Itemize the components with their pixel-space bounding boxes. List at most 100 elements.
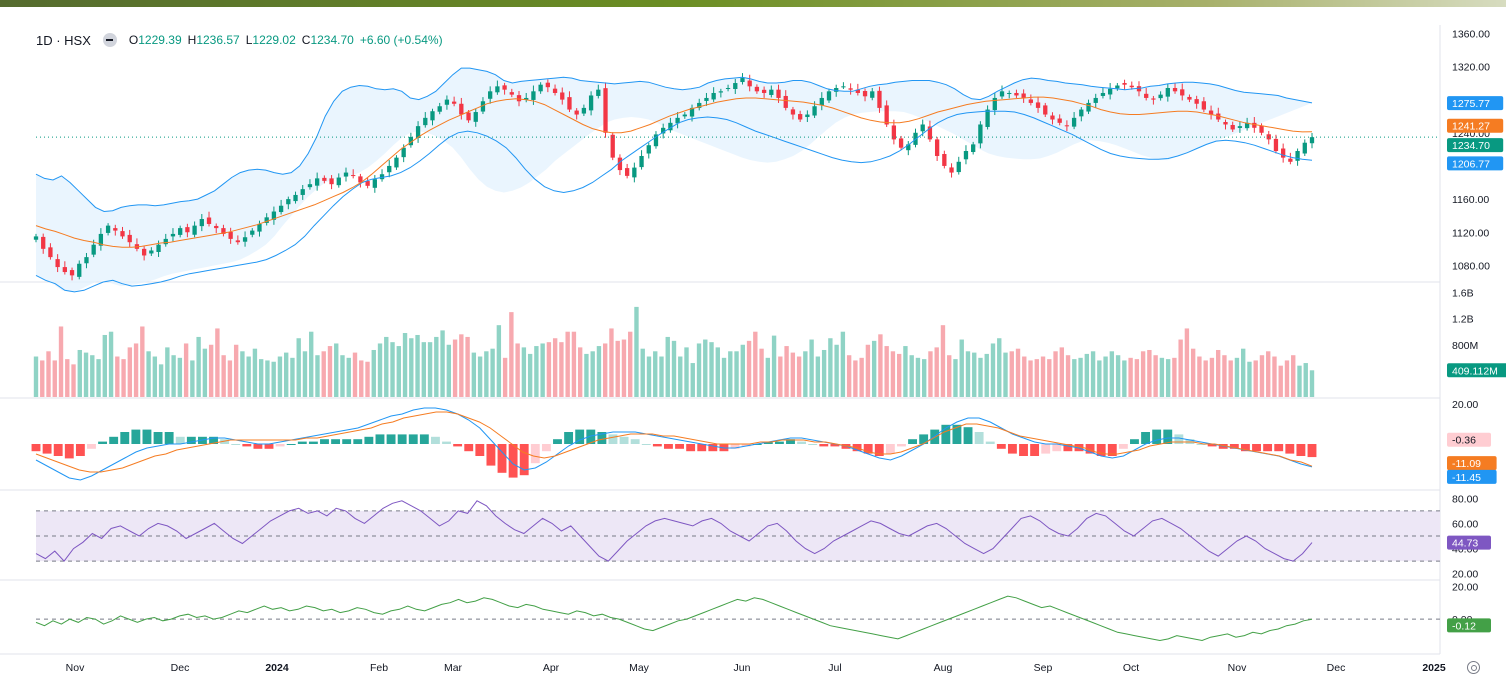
candle-body xyxy=(1035,102,1041,108)
candle-body xyxy=(105,225,111,233)
macd-histogram-bar xyxy=(231,444,241,445)
macd-histogram-bar xyxy=(475,444,485,456)
collapse-icon[interactable] xyxy=(102,33,117,47)
volume-bar xyxy=(1228,360,1233,397)
time-axis-label: 2024 xyxy=(265,662,289,674)
candle-body xyxy=(1007,92,1012,94)
rsi-last-tag: 44.73 xyxy=(1447,535,1491,550)
volume-bar xyxy=(240,351,245,397)
macd-histogram-bar xyxy=(453,444,463,447)
macd-histogram-bar xyxy=(297,441,307,444)
volume-bar xyxy=(1278,365,1283,397)
candle-body xyxy=(1273,138,1279,152)
volume-bar xyxy=(52,360,57,397)
volume-bar xyxy=(290,357,295,397)
candle-body xyxy=(718,91,724,93)
macd-histogram-bar xyxy=(730,444,740,449)
candle-body xyxy=(149,250,154,254)
candle-body xyxy=(336,177,341,186)
candle-body xyxy=(725,88,731,90)
volume-bar xyxy=(1065,355,1071,397)
time-axis-label: Dec xyxy=(171,662,190,674)
macd-value-tag-text: -11.45 xyxy=(1452,472,1481,484)
macd-histogram-bar xyxy=(31,444,41,452)
candle-body xyxy=(242,237,248,242)
candle-body xyxy=(415,126,421,138)
candle-body xyxy=(1079,109,1084,117)
candle-body xyxy=(884,105,889,125)
candle-body xyxy=(790,109,796,115)
macd-histogram-bar xyxy=(963,427,973,444)
candle-body xyxy=(682,114,687,117)
price-axis-tick: 1120.00 xyxy=(1452,227,1489,239)
macd-histogram-bar xyxy=(686,444,696,452)
oscillator-line xyxy=(35,595,1313,642)
macd-histogram-bar xyxy=(564,432,574,444)
macd-histogram-bar xyxy=(264,444,274,449)
macd-histogram-bar xyxy=(353,439,363,444)
volume-bar xyxy=(778,356,783,397)
candle-body xyxy=(401,147,406,158)
candle-body xyxy=(1237,126,1243,128)
volume-bar xyxy=(997,338,1002,397)
candle-body xyxy=(1165,88,1170,97)
volume-bar xyxy=(721,357,727,397)
candle-body xyxy=(841,86,846,88)
candle-body xyxy=(466,112,471,121)
time-axis-label: Sep xyxy=(1034,662,1053,674)
volume-axis-tick: 1.6B xyxy=(1452,288,1474,300)
candle-body xyxy=(113,228,118,231)
volume-bar xyxy=(565,331,570,397)
volume-bar xyxy=(183,343,189,397)
volume-bar xyxy=(1215,349,1221,397)
macd-histogram-bar xyxy=(120,432,130,444)
candle-body xyxy=(257,223,262,232)
volume-bar xyxy=(515,343,520,397)
volume-bar xyxy=(1115,355,1121,397)
candle-body xyxy=(250,230,255,235)
candle-body xyxy=(870,91,875,98)
time-axis-label: Nov xyxy=(66,662,85,674)
macd-histogram-bar xyxy=(408,434,418,444)
volume-bar xyxy=(108,331,114,397)
settings-gear-icon[interactable] xyxy=(1467,661,1480,674)
macd-histogram-bar xyxy=(1019,444,1028,456)
macd-histogram-bar xyxy=(186,436,196,444)
macd-histogram-bar xyxy=(1263,444,1273,452)
volume-bar xyxy=(590,351,595,397)
volume-bar xyxy=(853,360,858,397)
candle-body xyxy=(372,179,377,188)
candle-body xyxy=(1050,115,1055,120)
candle-body xyxy=(819,97,824,106)
macd-histogram-bar xyxy=(364,436,374,444)
volume-bar xyxy=(477,356,483,397)
volume-bar xyxy=(1303,363,1308,397)
macd-histogram-bar xyxy=(164,432,174,444)
volume-bar xyxy=(809,339,814,397)
macd-histogram-bar xyxy=(1030,444,1040,456)
macd-histogram-bar xyxy=(1096,444,1106,456)
candle-body xyxy=(365,181,370,186)
volume-bar xyxy=(1028,360,1033,397)
macd-histogram-bar xyxy=(1196,444,1206,445)
volume-bar xyxy=(615,340,620,397)
lower-band-tag-text: 1206.77 xyxy=(1452,158,1490,170)
macd-histogram-bar xyxy=(608,434,618,444)
price-axis-tick: 1080.00 xyxy=(1452,260,1490,272)
candle-body xyxy=(293,194,298,202)
volume-bar xyxy=(646,356,652,397)
volume-bar xyxy=(434,336,439,397)
symbol-label[interactable]: 1D · HSX xyxy=(36,32,91,48)
price-axis-tick: 1320.00 xyxy=(1452,61,1490,73)
macd-histogram-bar xyxy=(1041,444,1051,454)
volume-bar xyxy=(440,330,445,397)
volume-bar xyxy=(990,343,996,397)
top-accent-bar xyxy=(0,0,1506,7)
bollinger-upper-line xyxy=(35,67,1313,213)
macd-histogram-bar xyxy=(885,444,895,454)
volume-bar xyxy=(659,356,664,397)
candle-body xyxy=(48,247,53,258)
upper-band-tag-text: 1275.77 xyxy=(1452,98,1490,110)
volume-bar xyxy=(684,347,689,397)
